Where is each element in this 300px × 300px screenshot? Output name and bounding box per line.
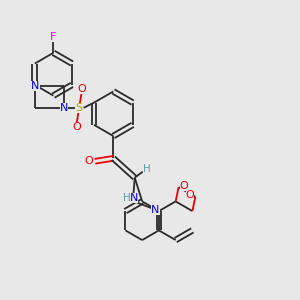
Text: N: N [59, 103, 68, 113]
Text: O: O [85, 156, 93, 166]
Text: O: O [186, 190, 194, 200]
Text: O: O [77, 84, 86, 94]
Text: N: N [31, 81, 40, 92]
Text: S: S [76, 103, 83, 113]
Text: N: N [130, 194, 138, 203]
Text: F: F [50, 32, 57, 42]
Text: N: N [151, 205, 160, 215]
Text: H: H [143, 164, 151, 174]
Text: H: H [123, 194, 131, 203]
Text: O: O [180, 181, 188, 191]
Text: O: O [72, 122, 81, 131]
